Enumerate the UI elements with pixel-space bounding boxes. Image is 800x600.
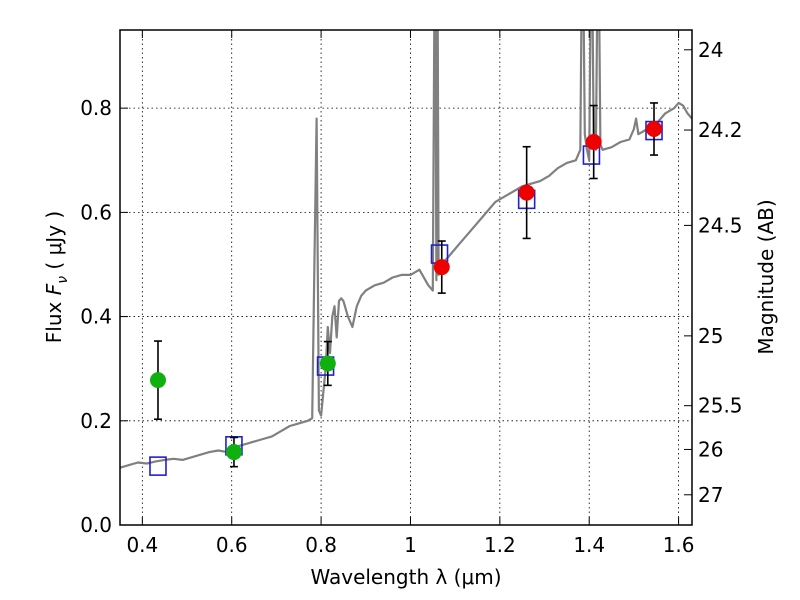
mag-tick-label: 27 — [698, 483, 723, 507]
y-tick-label: 0.6 — [80, 200, 112, 224]
x-tick-label: 1 — [404, 533, 417, 557]
x-tick-label: 0.4 — [126, 533, 158, 557]
observed-point-red — [518, 184, 535, 201]
y-axis-title: Flux Fν ( μJy ) — [42, 211, 71, 343]
y-tick-label: 0.4 — [80, 305, 112, 329]
grid-lines — [120, 30, 692, 525]
observed-point-green — [149, 372, 166, 389]
observed-point-red — [585, 134, 602, 151]
y-tick-label: 0.8 — [80, 96, 112, 120]
observed-point-red — [433, 259, 450, 276]
plot-frame — [119, 29, 693, 526]
y-tick-label: 0.2 — [80, 409, 112, 433]
mag-tick-label: 24 — [698, 38, 723, 62]
mag-tick-label: 26 — [698, 437, 723, 461]
observed-point-red — [646, 121, 663, 137]
x-tick-label: 1.6 — [663, 533, 695, 557]
x-tick-label: 0.6 — [216, 533, 248, 557]
y2-axis-title: Magnitude (AB) — [754, 199, 778, 354]
x-tick-label: 0.8 — [305, 533, 337, 557]
y-tick-label: 0.0 — [80, 513, 112, 537]
axis-ticks: 0.4 0.6 0.8 1 1.2 1.4 1.6 0.0 0.2 0.4 0.6 0.8 24 24.2… — [80, 30, 743, 557]
mag-tick-label: 25 — [698, 324, 723, 348]
plot-area — [120, 30, 692, 476]
x-tick-label: 1.4 — [573, 533, 605, 557]
observed-point-green — [225, 444, 242, 461]
model-spectrum-line — [120, 30, 692, 469]
mag-tick-label: 25.5 — [698, 394, 743, 418]
x-tick-label: 1.2 — [484, 533, 516, 557]
x-axis-title: Wavelength λ (μm) — [310, 565, 501, 589]
mag-tick-label: 24.2 — [698, 118, 743, 142]
observed-point-green — [319, 355, 336, 372]
model-photometry-square — [149, 456, 167, 476]
mag-tick-label: 24.5 — [698, 213, 743, 237]
